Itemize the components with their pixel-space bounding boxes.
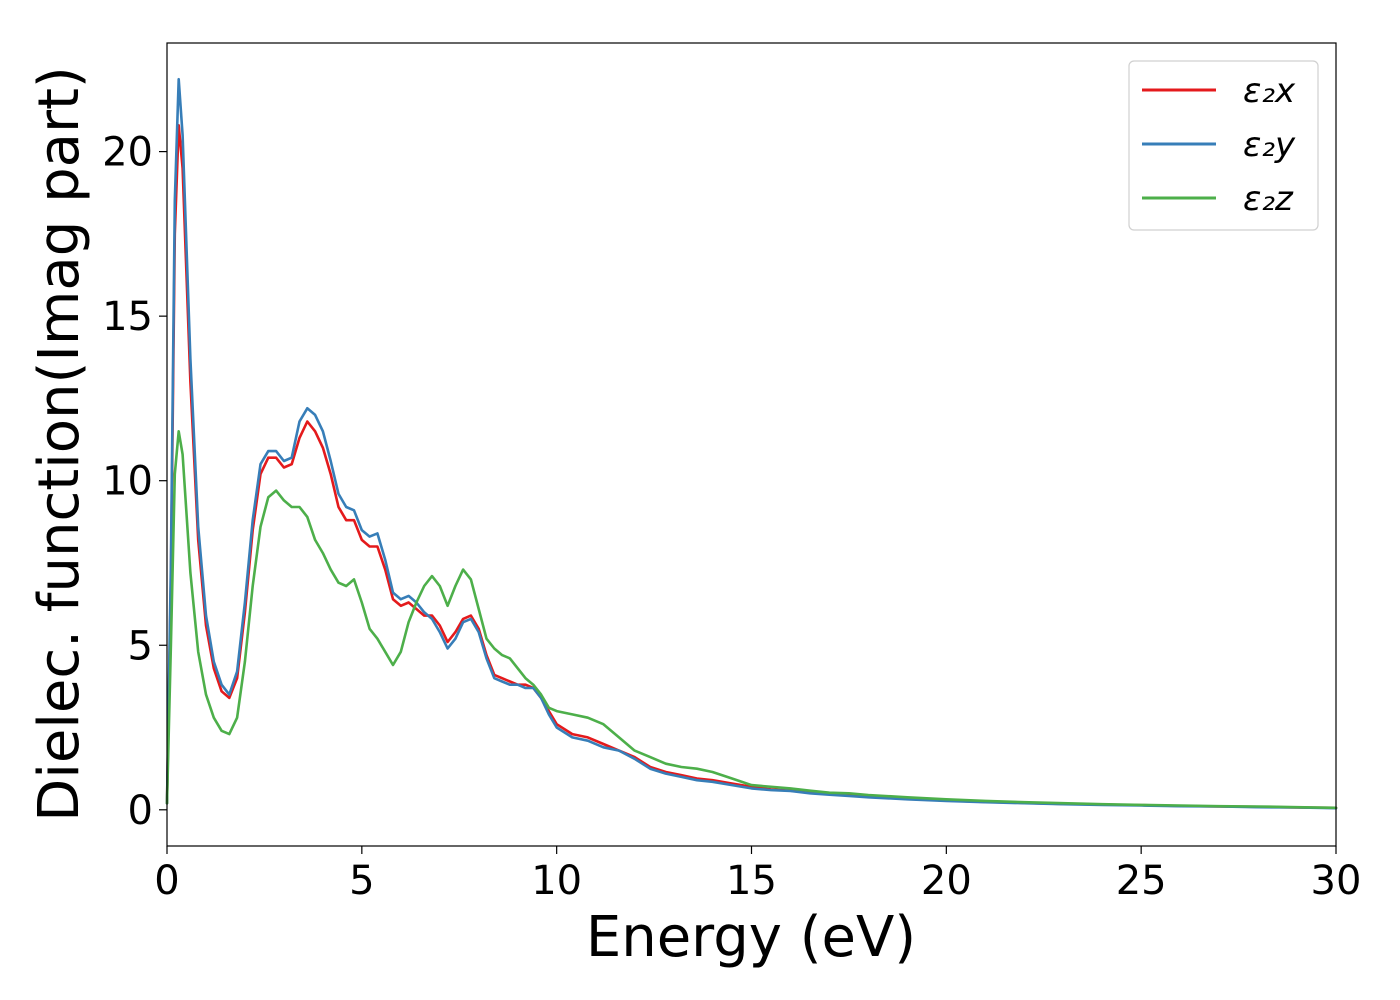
- x-tick-label: 30: [1311, 858, 1362, 904]
- series-line-2: [165, 429, 1338, 810]
- y-tick-label: 0: [128, 788, 153, 834]
- y-tick-label: 10: [102, 459, 153, 505]
- y-tick-label: 5: [128, 623, 153, 669]
- x-tick-label: 15: [726, 858, 777, 904]
- x-axis-title: Energy (eV): [586, 905, 916, 970]
- x-axis: 0 5 10 15 20 25 30: [154, 846, 1361, 904]
- x-tick-label: 20: [921, 858, 972, 904]
- legend-label-1: ε₂y: [1243, 125, 1296, 165]
- x-tick-label: 10: [531, 858, 582, 904]
- x-tick-label: 5: [349, 858, 374, 904]
- legend: ε₂x ε₂y ε₂z: [1128, 60, 1319, 231]
- series-layer: [165, 77, 1338, 810]
- x-tick-label: 25: [1116, 858, 1167, 904]
- x-tick-label: 0: [154, 858, 179, 904]
- y-axis-title: Dielec. function(Imag part): [27, 66, 92, 822]
- series-line-1: [165, 77, 1338, 810]
- y-axis: 0 5 10 15 20: [102, 130, 167, 834]
- y-tick-label: 20: [102, 130, 153, 176]
- y-tick-label: 15: [102, 294, 153, 340]
- legend-box: [1128, 60, 1319, 231]
- legend-label-0: ε₂x: [1243, 71, 1296, 111]
- legend-label-2: ε₂z: [1243, 179, 1294, 219]
